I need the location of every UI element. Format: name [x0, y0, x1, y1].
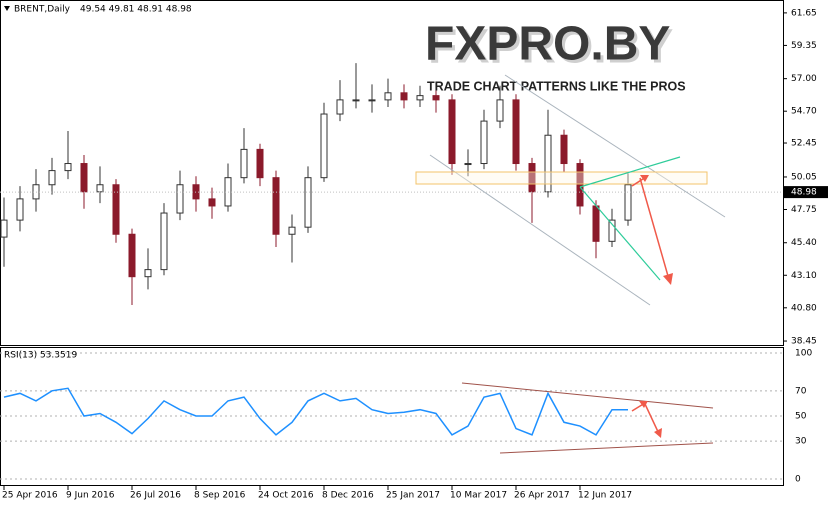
- rsi-title: RSI(13) 53.3519: [4, 351, 77, 361]
- y-tick-label: 59.35: [791, 41, 817, 51]
- candle-body: [256, 148, 264, 179]
- logo-title: FXPRO.BY: [425, 18, 670, 71]
- y-tick-label: 52.45: [791, 139, 817, 149]
- y-tick-label: 40.80: [791, 303, 817, 313]
- candle-body: [464, 163, 472, 166]
- candle-body: [432, 95, 440, 101]
- x-tick-label: 26 Apr 2017: [514, 491, 570, 501]
- candle-body: [112, 184, 120, 235]
- x-tick-label: 24 Oct 2016: [258, 491, 314, 501]
- candle-body: [176, 184, 184, 214]
- arrow-head: [663, 273, 673, 285]
- logo-shadow: FXPRO.BY: [428, 21, 673, 74]
- x-tick-label: 10 Mar 2017: [450, 491, 507, 501]
- y-tick-label: 30: [795, 437, 807, 447]
- candle-body: [336, 99, 344, 115]
- candle-body: [496, 99, 504, 122]
- candle-body: [608, 219, 616, 242]
- rsi-trend-line: [461, 382, 714, 409]
- y-tick-label: 50: [795, 411, 807, 421]
- candle-body: [512, 99, 520, 165]
- candle-body: [240, 148, 248, 179]
- candle-body: [368, 99, 376, 102]
- x-tick-label: 26 Jul 2016: [130, 491, 181, 501]
- candle-body: [400, 92, 408, 101]
- price-info: 49.54 49.81 48.91 48.98: [80, 5, 192, 15]
- y-tick-label: 38.45: [791, 337, 817, 347]
- rsi-panel: [0, 347, 784, 486]
- candle-body: [16, 198, 24, 221]
- y-tick-label: 0: [795, 474, 801, 484]
- y-tick-label: 45.40: [791, 238, 817, 248]
- candle-body: [304, 177, 312, 228]
- candle-body: [288, 226, 296, 235]
- y-tick-label: 47.75: [791, 205, 817, 215]
- channel-line: [429, 154, 651, 306]
- candle-body: [624, 184, 632, 221]
- y-tick-label: 61.65: [791, 8, 817, 18]
- candle-body: [144, 269, 152, 278]
- x-tick-label: 12 Jun 2017: [578, 491, 632, 501]
- candle-body: [272, 177, 280, 235]
- candle-body: [576, 163, 584, 207]
- y-tick-label: 54.70: [791, 107, 817, 117]
- candle-body: [448, 99, 456, 165]
- resistance-zone: [415, 171, 708, 185]
- candle-body: [320, 113, 328, 179]
- candle-body: [384, 92, 392, 101]
- candle-body: [592, 205, 600, 242]
- candle-body: [48, 170, 56, 186]
- x-tick-label: 9 Jun 2016: [66, 491, 115, 501]
- price-panel: [0, 0, 784, 346]
- channel-line: [504, 74, 726, 218]
- x-tick-label: 8 Sep 2016: [194, 491, 246, 501]
- rsi-line: [3, 387, 628, 436]
- y-tick-label: 57.00: [791, 74, 817, 84]
- candle-body: [480, 120, 488, 165]
- candle-body: [64, 163, 72, 172]
- x-tick-label: 25 Jan 2017: [386, 491, 440, 501]
- triangle-line: [579, 156, 681, 188]
- x-tick-label: 25 Apr 2016: [2, 491, 58, 501]
- candle-body: [96, 184, 104, 193]
- y-tick-label: 43.10: [791, 271, 817, 281]
- collapse-icon[interactable]: [4, 6, 10, 11]
- price-label: 48.98: [791, 188, 817, 198]
- candle-body: [160, 212, 168, 271]
- arrow-head: [639, 401, 648, 408]
- candle-body: [208, 198, 216, 207]
- price-title: BRENT,Daily: [14, 5, 71, 15]
- rsi-trend-line: [499, 442, 714, 454]
- triangle-line: [579, 186, 661, 281]
- y-tick-label: 100: [795, 349, 812, 359]
- arrow-head: [654, 428, 662, 438]
- candle-body: [0, 219, 8, 238]
- arrow-head: [640, 175, 649, 182]
- candle-body: [128, 233, 136, 278]
- candle-body: [416, 95, 424, 101]
- candle-body: [352, 99, 360, 102]
- forecast-arrow: [639, 177, 671, 284]
- y-tick-label: 50.05: [791, 172, 817, 182]
- candle-body: [80, 163, 88, 193]
- y-tick-label: 70: [795, 386, 807, 396]
- candle-body: [560, 134, 568, 165]
- annotations: FXPRO.BY FXPRO.BY TRADE CHART PATTERNS L…: [415, 18, 726, 454]
- x-tick-label: 8 Dec 2016: [322, 491, 374, 501]
- logo-tagline: TRADE CHART PATTERNS LIKE THE PROS: [427, 79, 686, 93]
- price-label-box: [784, 186, 828, 199]
- candle-body: [544, 134, 552, 193]
